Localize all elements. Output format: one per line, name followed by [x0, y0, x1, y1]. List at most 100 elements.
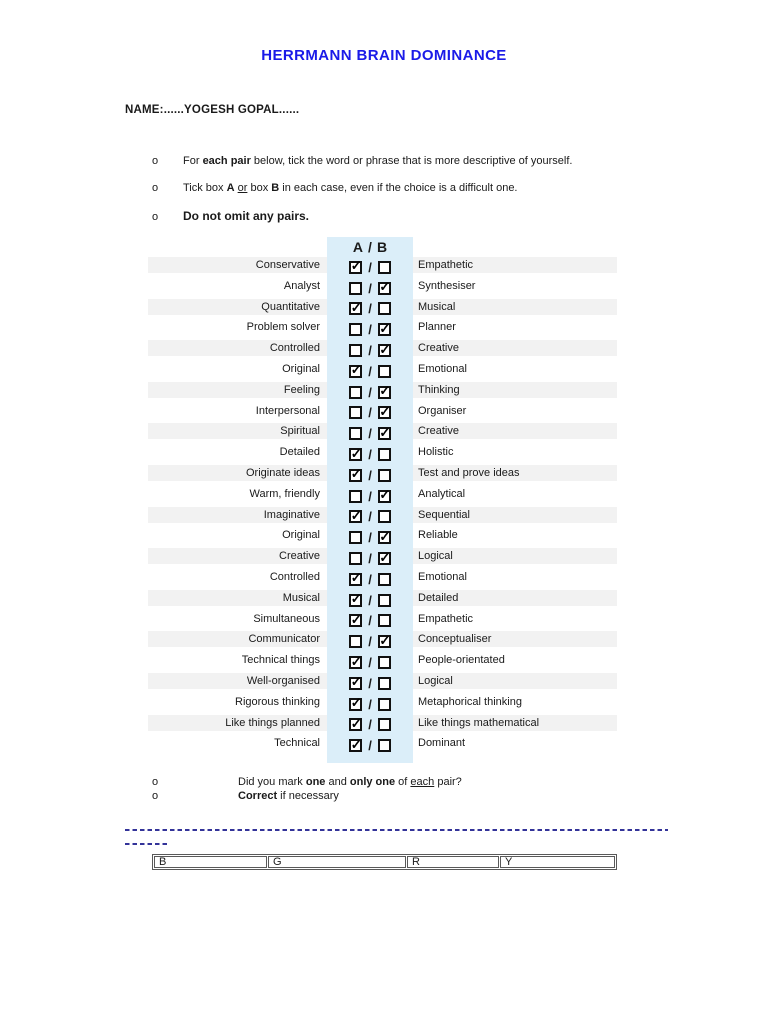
checkbox-a[interactable]: ✓: [349, 509, 363, 524]
dashed-divider: [125, 829, 668, 832]
checkbox-b[interactable]: [377, 656, 391, 670]
checkbox-a[interactable]: [349, 552, 363, 566]
option-b-label: Empathetic: [413, 256, 617, 277]
checkbox-a[interactable]: [349, 323, 363, 337]
header-a-label: A: [352, 238, 364, 255]
checkbox-a[interactable]: ✓: [349, 591, 363, 607]
pair-row: Controlled ✓ / Emotional: [148, 568, 617, 589]
checkbox-b[interactable]: [377, 302, 391, 316]
check-icon: ✓: [379, 320, 391, 336]
check-icon: ✓: [350, 653, 362, 669]
slash-separator: /: [368, 488, 372, 504]
checkbox-b[interactable]: [377, 260, 391, 274]
checkbox-b[interactable]: ✓: [377, 279, 391, 295]
bullet-marker: o: [152, 776, 159, 789]
check-icon: ✓: [350, 466, 362, 482]
slash-separator: /: [368, 509, 372, 525]
option-a-label: Original: [282, 362, 320, 375]
header-slash: /: [368, 238, 372, 255]
checkbox-a[interactable]: ✓: [349, 717, 363, 732]
check-icon: ✓: [350, 362, 362, 378]
checkbox-a[interactable]: ✓: [349, 362, 363, 378]
checkbox-a[interactable]: [349, 531, 363, 545]
checkbox-a[interactable]: ✓: [349, 675, 363, 690]
checkbox-group: / ✓: [327, 381, 413, 402]
checkbox-b[interactable]: ✓: [377, 426, 391, 441]
checkbox-b[interactable]: [377, 593, 391, 607]
checkbox-b[interactable]: [377, 572, 391, 586]
check-icon: ✓: [350, 591, 362, 607]
checkbox-a[interactable]: [349, 489, 363, 503]
checkbox-group: / ✓: [327, 277, 413, 298]
checkbox-a[interactable]: ✓: [349, 738, 363, 753]
checkbox-a[interactable]: ✓: [349, 571, 363, 586]
checkbox-b[interactable]: ✓: [377, 634, 391, 649]
checkbox-a[interactable]: [349, 406, 363, 420]
check-icon: ✓: [379, 487, 391, 503]
option-a-label: Feeling: [148, 380, 327, 402]
checkbox-a[interactable]: ✓: [349, 301, 363, 316]
checkbox-group: ✓ /: [327, 610, 413, 631]
slash-separator: /: [368, 530, 372, 546]
pair-row: Problem solver / ✓ Planner: [148, 318, 617, 339]
option-b-label: Logical: [413, 547, 617, 568]
checkbox-b[interactable]: [377, 718, 391, 732]
checkbox-group: ✓ /: [327, 714, 413, 735]
checkbox-b[interactable]: [377, 510, 391, 524]
option-b-label: Thinking: [413, 380, 617, 402]
checkbox-group: ✓ /: [327, 443, 413, 464]
checkbox-a[interactable]: ✓: [349, 466, 363, 482]
checkbox-group: / ✓: [327, 526, 413, 547]
checkbox-group: / ✓: [327, 402, 413, 423]
option-a-label: Musical: [148, 588, 327, 610]
checkbox-a[interactable]: [349, 344, 363, 358]
checkbox-b[interactable]: ✓: [377, 487, 391, 503]
option-a-label: Spiritual: [148, 422, 327, 444]
instruction-bullet-3: o Do not omit any pairs.: [152, 209, 768, 224]
checkbox-group: / ✓: [327, 485, 413, 506]
checkbox-b[interactable]: ✓: [377, 403, 391, 420]
checkbox-a[interactable]: ✓: [349, 613, 363, 628]
check-icon: ✓: [379, 279, 391, 295]
pair-row: Original / ✓ Reliable: [148, 526, 617, 547]
checkbox-a[interactable]: ✓: [349, 653, 363, 670]
pair-row: Like things planned ✓ / Like things math…: [148, 713, 617, 735]
slash-separator: /: [368, 551, 372, 567]
checkbox-b[interactable]: [377, 468, 391, 482]
slash-separator: /: [368, 634, 372, 650]
option-a-label: Interpersonal: [255, 404, 320, 417]
option-b-label: Creative: [413, 422, 617, 444]
checkbox-a[interactable]: [349, 635, 363, 649]
checkbox-a[interactable]: [349, 281, 363, 295]
checkbox-b[interactable]: [377, 739, 391, 753]
checkbox-b[interactable]: [377, 614, 391, 628]
pair-row: Imaginative ✓ / Sequential: [148, 505, 617, 527]
checkbox-b[interactable]: [377, 676, 391, 690]
checkbox-b[interactable]: ✓: [377, 384, 391, 399]
option-b-label: People-orientated: [418, 654, 505, 667]
verify-bullet-2: o Correct if necessary: [152, 789, 768, 803]
check-icon: ✓: [379, 403, 391, 419]
checkbox-b[interactable]: [377, 697, 391, 711]
instruction-text-3: Do not omit any pairs.: [183, 209, 310, 223]
pairs-table: A / B Conservative ✓ / Empathetic Analys…: [148, 237, 617, 764]
check-icon: ✓: [379, 549, 391, 565]
checkbox-b[interactable]: [377, 364, 391, 378]
checkbox-b[interactable]: ✓: [377, 343, 391, 358]
checkbox-b[interactable]: [377, 448, 391, 462]
option-a-label: Technical things: [241, 654, 320, 667]
option-a-label: Detailed: [279, 446, 320, 459]
instruction-text-1: For each pair below, tick the word or ph…: [183, 155, 573, 167]
option-b-label: Conceptualiser: [413, 630, 617, 652]
checkbox-a[interactable]: [349, 385, 363, 399]
checkbox-a[interactable]: ✓: [349, 447, 363, 462]
checkbox-group: / ✓: [327, 422, 413, 443]
checkbox-b[interactable]: ✓: [377, 530, 391, 545]
option-b-label: Dominant: [418, 737, 466, 750]
checkbox-b[interactable]: ✓: [377, 320, 391, 337]
checkbox-b[interactable]: ✓: [377, 549, 391, 566]
checkbox-a[interactable]: ✓: [349, 696, 363, 711]
verification-bullets: o Did you mark one and only one of each …: [152, 775, 768, 803]
checkbox-a[interactable]: ✓: [349, 259, 363, 274]
checkbox-a[interactable]: [349, 427, 363, 441]
